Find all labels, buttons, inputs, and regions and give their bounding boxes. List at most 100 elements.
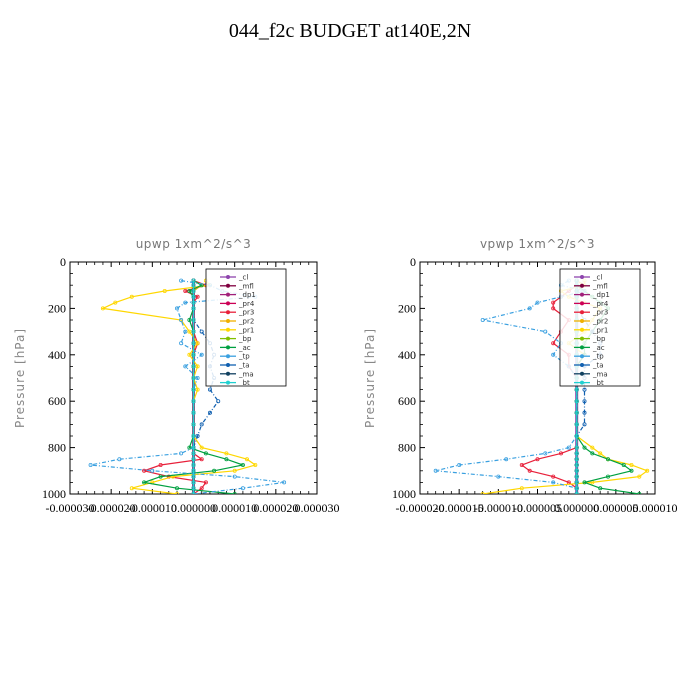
data-point-tp — [117, 457, 122, 462]
legend-marker — [580, 275, 584, 279]
data-point-bt — [191, 375, 196, 380]
y-tick-label: 0 — [410, 255, 416, 269]
data-point-pr3 — [551, 341, 556, 346]
legend-label: _ac — [592, 344, 605, 352]
data-point-bt — [574, 486, 579, 491]
data-point-bt — [191, 474, 196, 479]
data-point-bt — [574, 399, 579, 404]
chart-title: vpwp 1xm^2/s^3 — [480, 237, 595, 251]
legend-label: _ta — [238, 362, 250, 370]
data-point-bt — [191, 300, 196, 305]
series-group — [88, 278, 287, 494]
y-tick-label: 200 — [398, 301, 416, 315]
data-point-tp — [195, 375, 200, 380]
data-point-tp — [199, 352, 204, 357]
data-point-pr1 — [629, 462, 634, 467]
data-point-ac — [187, 445, 192, 450]
legend-label: _dp1 — [592, 291, 610, 299]
chart-panel-upwp: upwp 1xm^2/s^3 Pressure [hPa] 0 200 400 600 80… — [13, 237, 340, 515]
data-point-pr1 — [129, 486, 134, 491]
data-point-bt — [191, 317, 196, 322]
data-point-pr1 — [175, 492, 179, 494]
data-point-ta — [582, 399, 587, 404]
data-point-pr1 — [100, 306, 105, 311]
data-point-bt — [191, 364, 196, 369]
data-point-bt — [191, 422, 196, 427]
data-point-tp — [240, 486, 245, 491]
legend-marker — [226, 327, 230, 332]
data-point-ta — [199, 422, 204, 427]
data-point-bt — [191, 387, 196, 392]
data-point-pr1 — [195, 364, 200, 369]
data-point-bt — [191, 433, 196, 438]
data-point-bt — [574, 387, 579, 392]
legend-label: _pr2 — [592, 318, 608, 326]
data-point-pr3 — [195, 294, 200, 299]
data-point-bt — [191, 329, 196, 334]
data-point-tp — [150, 468, 155, 473]
data-point-ta — [582, 422, 587, 427]
y-tick-label: 600 — [398, 394, 416, 408]
data-point-pr3 — [199, 457, 204, 462]
data-point-ac — [232, 492, 237, 494]
data-point-ta — [207, 410, 212, 415]
data-point-ta — [582, 410, 587, 415]
y-tick-label: 400 — [48, 348, 66, 362]
data-point-pr1 — [129, 294, 134, 299]
y-tick-label: 800 — [398, 441, 416, 455]
data-point-pr3 — [551, 300, 556, 305]
x-tick-label: 0.000020 — [253, 501, 298, 515]
legend-marker — [580, 292, 584, 297]
legend-marker — [580, 354, 584, 359]
data-point-tp — [183, 300, 188, 305]
x-tick-label: 0.000010 — [212, 501, 257, 515]
legend-box — [205, 268, 287, 387]
legend-label: _tp — [592, 353, 604, 361]
data-point-tp — [179, 278, 184, 283]
data-point-bt — [191, 451, 196, 456]
y-tick-label: 1000 — [392, 487, 416, 501]
data-point-ta — [216, 399, 221, 404]
legend-label: _ta — [592, 362, 604, 370]
data-point-tp — [527, 306, 532, 311]
data-point-tp — [179, 317, 184, 322]
y-axis-label: Pressure [hPa] — [13, 328, 27, 428]
data-point-tp — [232, 474, 237, 479]
legend-box — [559, 268, 641, 387]
data-point-ta — [199, 329, 204, 334]
data-point-ac — [621, 462, 626, 467]
data-point-tp — [179, 341, 184, 346]
legend-marker — [580, 363, 584, 367]
legend-marker — [226, 319, 230, 323]
data-point-tp — [174, 306, 179, 311]
data-point-ta — [195, 433, 200, 438]
legend-label: _mfl — [592, 282, 608, 290]
data-point-ta — [582, 387, 587, 392]
legend-label: _pr3 — [592, 309, 608, 317]
legend-marker — [580, 283, 584, 288]
data-point-pr1 — [199, 445, 204, 450]
data-point-bt — [191, 283, 196, 288]
data-point-pr1 — [637, 474, 642, 479]
x-tick-label: -0.000010 — [474, 501, 523, 515]
data-point-pr3 — [158, 462, 163, 467]
legend-marker — [226, 345, 230, 350]
data-point-pr3 — [519, 462, 524, 467]
data-point-bt — [191, 294, 196, 299]
data-point-ac — [598, 486, 603, 491]
legend-label: _bt — [592, 379, 604, 387]
data-point-tp — [543, 329, 548, 334]
data-point-pr1 — [232, 468, 237, 473]
y-axis-label: Pressure [hPa] — [363, 328, 377, 428]
legend-marker — [580, 371, 584, 376]
data-point-pr3 — [183, 288, 188, 293]
data-point-pr1 — [598, 451, 603, 456]
legend-marker — [226, 310, 230, 315]
data-point-ac — [142, 480, 147, 485]
y-tick-label: 1000 — [42, 487, 66, 501]
data-point-bt — [574, 433, 579, 438]
data-point-tp — [551, 480, 556, 485]
data-point-ac — [637, 492, 642, 494]
data-point-pr3 — [527, 468, 532, 473]
data-point-tp — [88, 462, 93, 467]
